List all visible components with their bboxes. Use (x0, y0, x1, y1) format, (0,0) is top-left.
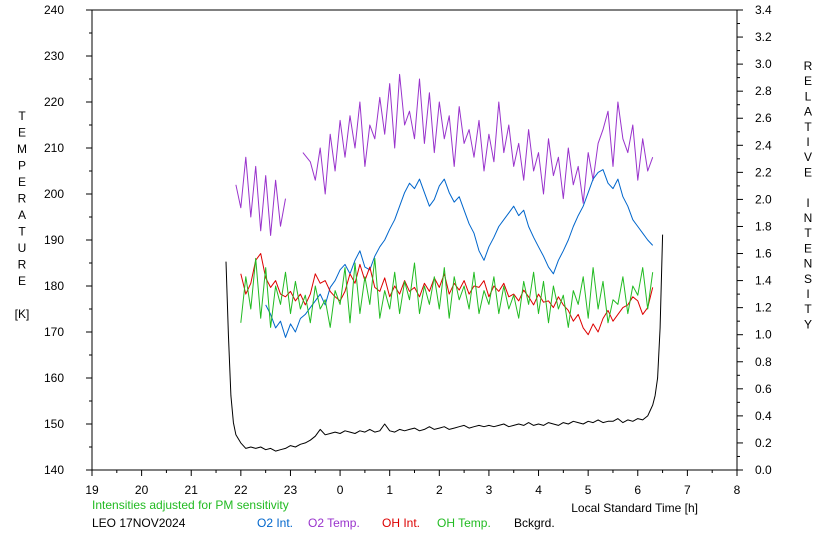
series-line-o2-temp (235, 156, 286, 236)
left-axis-label-char: A (18, 208, 26, 222)
left-tick-label: 180 (44, 279, 64, 293)
right-axis-label-char: E (804, 74, 812, 88)
left-tick-label: 230 (44, 49, 64, 63)
left-axis-label-char: [K] (15, 307, 30, 321)
x-tick-label: 19 (85, 483, 99, 497)
right-tick-label: 0.2 (755, 436, 772, 450)
x-tick-label: 1 (386, 483, 393, 497)
left-axis-label-char: M (17, 142, 27, 156)
right-axis-label-char: I (806, 287, 809, 301)
right-tick-label: 2.6 (755, 111, 772, 125)
right-axis-label-char: T (804, 302, 812, 316)
legend-item: Bckgrd. (514, 516, 555, 530)
left-axis-label-char: E (18, 126, 26, 140)
left-tick-label: 210 (44, 141, 64, 155)
right-tick-label: 0.6 (755, 382, 772, 396)
left-axis-label-char: R (18, 192, 27, 206)
x-tick-label: 23 (284, 483, 298, 497)
right-axis-label-char: R (804, 59, 813, 73)
right-tick-label: 3.4 (755, 3, 772, 17)
plot-frame (91, 9, 738, 471)
right-axis-label-char: N (804, 257, 813, 271)
right-tick-label: 1.4 (755, 274, 772, 288)
right-tick-label: 1.2 (755, 301, 772, 315)
x-tick-label: 21 (185, 483, 199, 497)
legend-item: OH Int. (382, 516, 420, 530)
series-line-o2-temp (302, 73, 654, 204)
left-tick-label: 160 (44, 371, 64, 385)
right-tick-label: 2.8 (755, 84, 772, 98)
x-tick-label: 8 (734, 483, 741, 497)
x-tick-label: 3 (486, 483, 493, 497)
right-axis-label-char: A (804, 105, 812, 119)
right-tick-label: 2.2 (755, 165, 772, 179)
series-line-bckgrd (225, 234, 664, 452)
left-tick-label: 190 (44, 233, 64, 247)
x-tick-label: 20 (135, 483, 149, 497)
left-axis-label-char: E (18, 274, 26, 288)
left-tick-label: 220 (44, 95, 64, 109)
right-tick-label: 0.8 (755, 355, 772, 369)
x-tick-label: 7 (684, 483, 691, 497)
right-axis-label-char: I (806, 135, 809, 149)
right-tick-label: 1.6 (755, 247, 772, 261)
legend-item: O2 Int. (257, 516, 293, 530)
right-tick-label: 0.0 (755, 463, 772, 477)
right-axis-label-char: S (804, 272, 812, 286)
right-tick-label: 1.8 (755, 219, 772, 233)
right-axis-label-char: E (804, 241, 812, 255)
left-tick-label: 140 (44, 463, 64, 477)
right-axis-label-char: T (804, 226, 812, 240)
legend-item: O2 Temp. (308, 516, 360, 530)
left-axis-label-char: U (18, 241, 27, 255)
right-axis-label-char: L (805, 89, 812, 103)
series-line-o2-int (265, 169, 654, 338)
left-axis-label-char: T (18, 225, 26, 239)
right-tick-label: 2.4 (755, 138, 772, 152)
right-tick-label: 3.2 (755, 30, 772, 44)
x-tick-label: 2 (436, 483, 443, 497)
series-line-oh-int (240, 253, 654, 336)
right-tick-label: 3.0 (755, 57, 772, 71)
x-tick-label: 0 (337, 483, 344, 497)
x-tick-label: 4 (535, 483, 542, 497)
series-line-oh-temp (240, 257, 654, 328)
x-tick-label: 22 (234, 483, 248, 497)
left-axis-label-char: R (18, 258, 27, 272)
x-axis-label: Local Standard Time [h] (571, 501, 698, 515)
note-text: Intensities adjusted for PM sensitivity (92, 498, 289, 512)
right-tick-label: 2.0 (755, 192, 772, 206)
x-tick-label: 6 (634, 483, 641, 497)
x-tick-label: 5 (585, 483, 592, 497)
right-tick-label: 1.0 (755, 328, 772, 342)
left-axis-label-char: E (18, 175, 26, 189)
right-axis-label-char: Y (804, 317, 812, 331)
left-tick-label: 200 (44, 187, 64, 201)
right-axis-label-char: N (804, 211, 813, 225)
right-axis-label-char: V (804, 150, 812, 164)
left-tick-label: 240 (44, 3, 64, 17)
left-axis-label-char: T (18, 109, 26, 123)
left-tick-label: 150 (44, 417, 64, 431)
station-date-text: LEO 17NOV2024 (92, 516, 186, 530)
right-axis-label-char: I (806, 196, 809, 210)
left-axis-label-char: P (18, 159, 26, 173)
right-tick-label: 0.4 (755, 409, 772, 423)
right-axis-label-char: E (804, 165, 812, 179)
left-tick-label: 170 (44, 325, 64, 339)
legend-item: OH Temp. (437, 516, 491, 530)
right-axis-label-char: T (804, 120, 812, 134)
